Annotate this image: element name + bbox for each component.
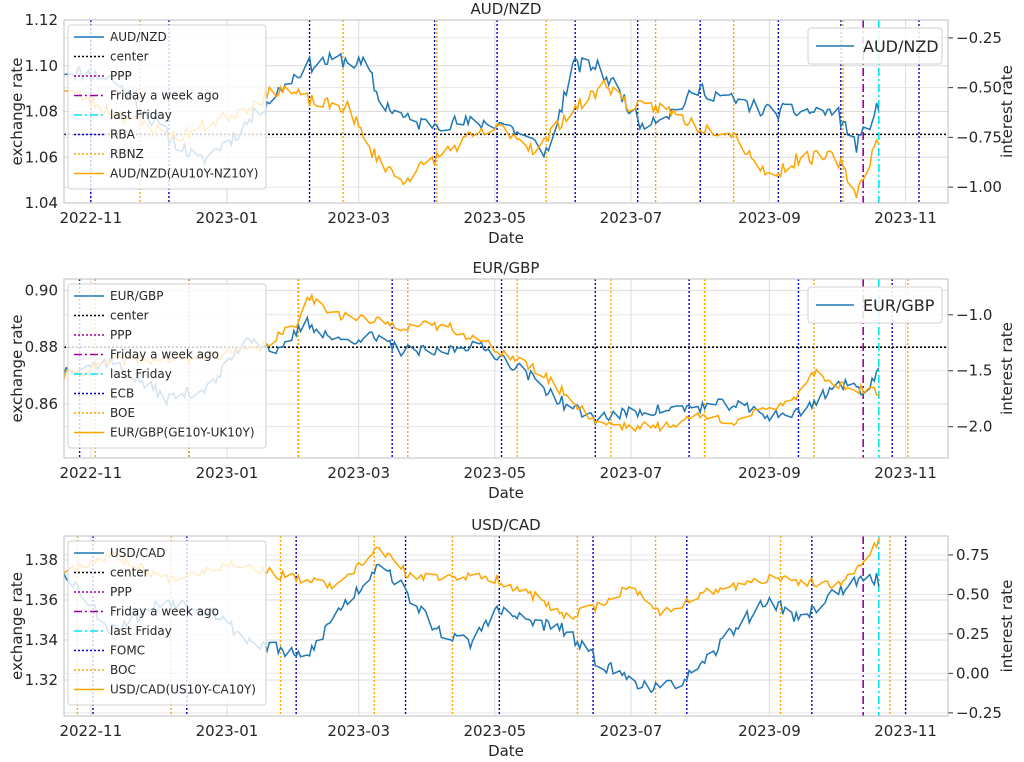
chart-panel-usd-cad: 2022-11 2023-01 2023-03 2023-05 2023-07 2023-… (8, 516, 1016, 760)
legend-right-label: EUR/GBP (863, 296, 935, 315)
legend-label: last Friday (110, 367, 172, 381)
legend-label: ECB (110, 387, 134, 401)
y2-axis-label: interest rate (998, 322, 1016, 415)
y2-tick-label: 0.75 (956, 546, 989, 564)
y-axis-label: exchange rate (8, 314, 26, 422)
y-tick-label: 1.34 (25, 631, 58, 649)
legend-label: Friday a week ago (110, 89, 219, 103)
legend-right-label: AUD/NZD (863, 37, 939, 56)
legend-box (67, 540, 267, 706)
x-tick-label: 2023-11 (874, 722, 937, 740)
y-axis-label: exchange rate (8, 57, 26, 165)
legend-label: PPP (110, 69, 132, 83)
legend-right-box (807, 286, 943, 324)
x-tick-label: 2023-07 (600, 209, 663, 227)
x-tick-label: 2023-11 (874, 464, 937, 482)
legend-label: Friday a week ago (110, 605, 219, 619)
legend-label: PPP (110, 328, 132, 342)
y2-tick-label: −1.0 (956, 306, 992, 324)
x-tick-label: 2023-05 (463, 464, 526, 482)
y-tick-label: 1.08 (25, 103, 58, 121)
y2-tick-label: −0.75 (956, 128, 1002, 146)
legend-label: EUR/GBP (110, 289, 164, 303)
legend-label: BOE (110, 406, 135, 420)
x-tick-label: 2023-03 (327, 464, 390, 482)
y2-tick-label: −0.25 (956, 29, 1002, 47)
y-tick-label: 1.36 (25, 591, 58, 609)
legend-label: last Friday (110, 108, 172, 122)
y2-tick-label: −2.0 (956, 418, 992, 436)
x-tick-label: 2023-05 (463, 722, 526, 740)
y2-tick-label: −0.50 (956, 79, 1002, 97)
x-tick-label: 2023-07 (600, 722, 663, 740)
legend-label: center (110, 309, 149, 323)
x-tick-label: 2023-01 (196, 722, 259, 740)
chart-title: EUR/GBP (473, 259, 540, 277)
y-tick-label: 1.12 (25, 11, 58, 29)
y2-axis-label: interest rate (998, 65, 1016, 158)
y-tick-label: 0.88 (25, 338, 58, 356)
y2-axis-label: interest rate (998, 580, 1016, 673)
chart-title: AUD/NZD (471, 0, 542, 18)
x-tick-label: 2022-11 (59, 209, 122, 227)
y2-tick-label: −1.5 (956, 362, 992, 380)
legend-label: RBNZ (110, 147, 144, 161)
y-tick-label: 0.90 (25, 281, 58, 299)
legend-label: Friday a week ago (110, 348, 219, 362)
x-tick-label: 2023-09 (738, 464, 801, 482)
x-tick-label: 2022-11 (59, 722, 122, 740)
x-tick-label: 2023-07 (600, 464, 663, 482)
legend-label: PPP (110, 585, 132, 599)
plot-frame (63, 19, 949, 204)
legend-label: AUD/NZD(AU10Y-NZ10Y) (110, 167, 258, 181)
legend-label: USD/CAD(US10Y-CA10Y) (110, 683, 256, 697)
chart-title: USD/CAD (471, 516, 540, 534)
legend-box (67, 283, 267, 449)
y2-tick-label: −0.25 (956, 704, 1002, 722)
x-axis-label: Date (488, 229, 524, 247)
legend-label: center (110, 50, 149, 64)
y2-tick-label: 0.00 (956, 664, 989, 682)
x-axis-label: Date (488, 484, 524, 502)
y-axis-label: exchange rate (8, 572, 26, 680)
legend-box (67, 24, 267, 190)
legend-label: USD/CAD (110, 546, 166, 560)
chart-panel-aud-nzd: 2022-11 2023-01 2023-03 2023-05 2023-07 2023-… (8, 0, 1016, 247)
legend-label: EUR/GBP(GE10Y-UK10Y) (110, 426, 255, 440)
legend-label: center (110, 566, 149, 580)
x-tick-label: 2023-01 (196, 464, 259, 482)
legend-label: BOC (110, 663, 136, 677)
x-tick-label: 2023-01 (196, 209, 259, 227)
y-tick-label: 1.32 (25, 671, 58, 689)
plot-frame (63, 535, 949, 717)
y-tick-label: 1.04 (25, 194, 58, 212)
x-tick-label: 2023-11 (874, 209, 937, 227)
plot-frame (63, 278, 949, 459)
legend-label: AUD/NZD (110, 30, 167, 44)
legend-label: RBA (110, 128, 136, 142)
y-tick-label: 0.86 (25, 395, 58, 413)
x-tick-label: 2023-03 (327, 722, 390, 740)
x-axis-label: Date (488, 742, 524, 760)
x-tick-label: 2023-03 (327, 209, 390, 227)
y2-tick-label: −1.00 (956, 178, 1002, 196)
y2-tick-label: 0.25 (956, 625, 989, 643)
x-tick-label: 2023-09 (738, 722, 801, 740)
legend-label: last Friday (110, 624, 172, 638)
y-tick-label: 1.06 (25, 148, 58, 166)
x-tick-label: 2022-11 (59, 464, 122, 482)
chart-panel-eur-gbp: 2022-11 2023-01 2023-03 2023-05 2023-07 2023-… (8, 259, 1016, 502)
x-tick-label: 2023-05 (463, 209, 526, 227)
legend-label: FOMC (110, 644, 145, 658)
y-tick-label: 1.10 (25, 57, 58, 75)
x-tick-label: 2023-09 (738, 209, 801, 227)
y-tick-label: 1.38 (25, 551, 58, 569)
y2-tick-label: 0.50 (956, 585, 989, 603)
legend-right-box (807, 27, 943, 65)
